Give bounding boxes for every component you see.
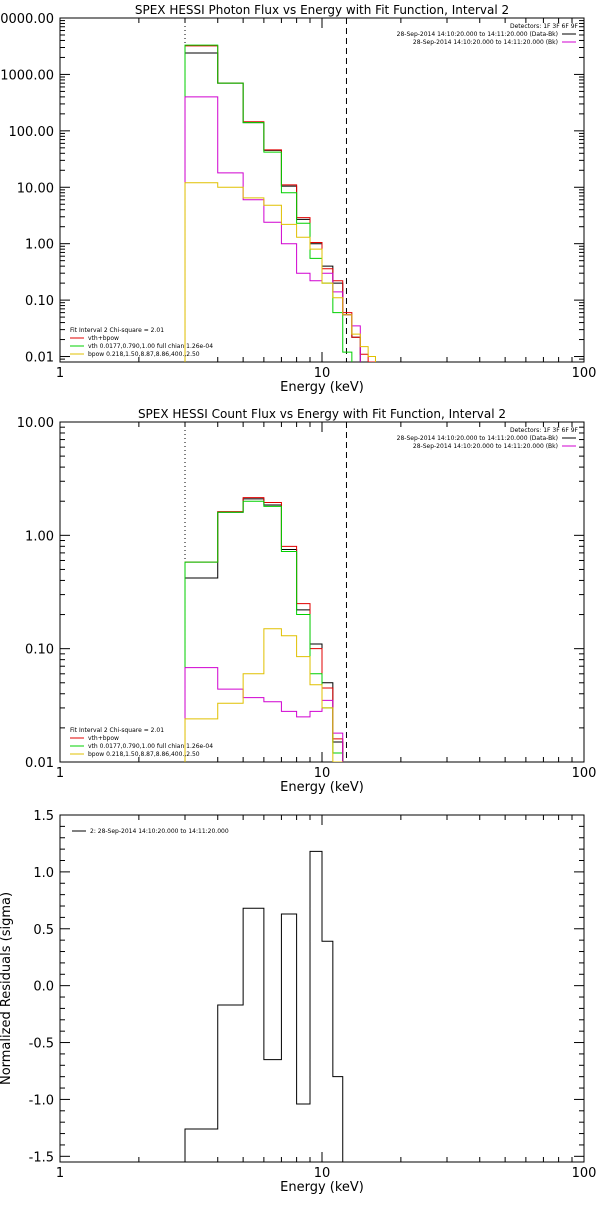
- legend-entry: 28-Sep-2014 14:10:20.000 to 14:11:20.000…: [397, 435, 558, 442]
- x-tick-label: 10: [314, 1166, 331, 1181]
- legend-entry: 2: 28-Sep-2014 14:10:20.000 to 14:11:20.…: [90, 828, 229, 835]
- x-axis-label: Energy (keV): [280, 380, 364, 395]
- legend-entry: bpow 0.218,1.50,8.87,8.86,400.,2.50: [88, 351, 200, 358]
- fit-info-header: Fit Interval 2 Chi-square = 2.01: [70, 327, 164, 334]
- y-tick-label: 1.00: [25, 238, 54, 253]
- y-axis-label: Normalized Residuals (sigma): [0, 892, 14, 1085]
- fit-info-header: Fit Interval 2 Chi-square = 2.01: [70, 727, 164, 734]
- y-tick-label: 10.00: [17, 181, 54, 196]
- x-tick-label: 1: [56, 366, 64, 381]
- legend-entry: vth+bpow: [88, 335, 119, 342]
- y-tick-label: 0.10: [25, 294, 54, 309]
- series-bpow_ct-line: [184, 182, 376, 362]
- chart-title: SPEX HESSI Photon Flux vs Energy with Fi…: [135, 3, 509, 17]
- y-tick-label: 0.01: [25, 351, 54, 366]
- legend-entry: 28-Sep-2014 14:10:20.000 to 14:11:20.000…: [413, 39, 558, 46]
- panel-2: SPEX HESSI Count Flux vs Energy with Fit…: [17, 407, 597, 795]
- legend-bottom: Fit Interval 2 Chi-square = 2.01vth+bpow…: [70, 327, 213, 358]
- series-bpow-line: [184, 96, 361, 362]
- y-tick-label: -1.0: [29, 1093, 54, 1108]
- y-tick-label: 100.00: [9, 125, 55, 140]
- x-tick-label: 100: [572, 766, 597, 781]
- x-tick-label: 10: [314, 766, 331, 781]
- y-tick-label: -1.5: [29, 1150, 54, 1165]
- y-tick-label: 1.0: [33, 866, 54, 881]
- y-tick-label: 1.00: [25, 529, 54, 544]
- y-tick-label: 1.5: [33, 809, 54, 824]
- x-tick-label: 1: [56, 766, 64, 781]
- legend-bottom: Fit Interval 2 Chi-square = 2.01vth+bpow…: [70, 727, 213, 758]
- legend-entry: vth 0.0177,0.790,1.00 full chian 1.26e-0…: [88, 743, 213, 750]
- series-group: [184, 44, 376, 362]
- series-total-line: [184, 497, 344, 762]
- legend-entry: vth 0.0177,0.790,1.00 full chian 1.26e-0…: [88, 343, 213, 350]
- series-data-line: [184, 850, 344, 1162]
- series-vth-line: [184, 44, 361, 362]
- legend-top: 2: 28-Sep-2014 14:10:20.000 to 14:11:20.…: [72, 828, 229, 835]
- y-tick-label: 10000.00: [0, 12, 54, 27]
- x-tick-label: 10: [314, 366, 331, 381]
- y-tick-label: 10.00: [17, 416, 54, 431]
- legend-entry: bpow 0.218,1.50,8.87,8.86,400.,2.50: [88, 751, 200, 758]
- series-group: [184, 497, 344, 762]
- plot-frame: [59, 17, 585, 363]
- y-tick-label: -0.5: [29, 1037, 54, 1052]
- series-bpow_ct-line: [184, 628, 343, 762]
- x-axis-label: Energy (keV): [280, 1180, 364, 1195]
- y-tick-label: 0.10: [25, 643, 54, 658]
- y-tick-label: 0.0: [33, 980, 54, 995]
- chart-title: SPEX HESSI Count Flux vs Energy with Fit…: [138, 407, 506, 421]
- x-tick-label: 1: [56, 1166, 64, 1181]
- x-axis-label: Energy (keV): [280, 780, 364, 795]
- series-data-line: [184, 52, 361, 362]
- y-tick-label: 1000.00: [0, 68, 54, 83]
- panel-1: SPEX HESSI Photon Flux vs Energy with Fi…: [0, 3, 596, 395]
- legend-entry: 28-Sep-2014 14:10:20.000 to 14:11:20.000…: [397, 31, 558, 38]
- x-tick-label: 100: [572, 1166, 597, 1181]
- series-bpow-line: [184, 667, 344, 762]
- legend-entry: vth+bpow: [88, 735, 119, 742]
- series-group: [184, 850, 344, 1162]
- legend-header: Detectors: 1F 3F 6F 9F: [510, 23, 579, 30]
- panel-3: 1 10 100 Energy (keV) -1.5 -1.0 -0.5 0.0 0.5 1.0 1…: [0, 809, 596, 1195]
- y-tick-label: 0.01: [25, 756, 54, 771]
- y-tick-label: 0.5: [33, 923, 54, 938]
- legend-entry: 28-Sep-2014 14:10:20.000 to 14:11:20.000…: [413, 443, 558, 450]
- legend-header: Detectors: 1F 3F 6F 9F: [510, 427, 579, 434]
- x-tick-label: 100: [572, 366, 597, 381]
